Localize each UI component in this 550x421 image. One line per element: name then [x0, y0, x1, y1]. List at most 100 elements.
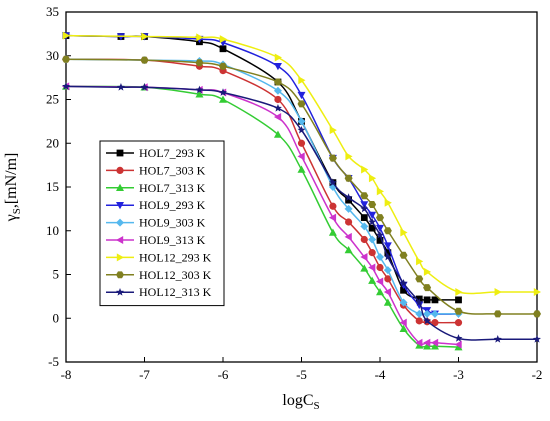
data-point — [376, 214, 384, 222]
data-point — [399, 251, 408, 259]
legend-swatch-marker — [116, 236, 124, 244]
legend-swatch-marker — [116, 271, 124, 279]
legend-label: HOL9_293 K — [139, 198, 206, 212]
data-point — [423, 316, 432, 325]
legend-label: HOL7_303 K — [139, 163, 206, 177]
data-point — [415, 301, 424, 310]
data-point — [329, 126, 337, 135]
data-point — [376, 187, 384, 196]
legend-swatch-marker — [116, 218, 124, 227]
data-point — [273, 104, 282, 112]
data-point — [273, 113, 282, 121]
data-point — [360, 253, 368, 261]
series-8 — [62, 82, 541, 343]
y-axis-title-main: γ — [3, 214, 20, 222]
data-point — [493, 310, 502, 318]
data-point — [383, 298, 392, 306]
x-tick-label: -2 — [532, 367, 543, 382]
data-point — [415, 341, 424, 349]
data-point — [368, 174, 377, 183]
data-point — [383, 266, 392, 275]
series-6 — [62, 31, 541, 296]
data-point — [423, 342, 432, 350]
data-point — [368, 263, 376, 272]
legend-item: HOL12_293 K — [106, 250, 212, 264]
data-point — [368, 211, 377, 219]
series-4 — [62, 55, 463, 318]
data-point — [368, 235, 377, 244]
data-point — [399, 281, 408, 289]
data-point — [368, 224, 376, 232]
data-point — [344, 193, 353, 201]
x-tick-label: -5 — [296, 367, 307, 382]
data-point — [423, 267, 432, 276]
axis-ticks: -8 -7 -6 -5 -4 -3 -2 -5 0 5 10 15 20 25 30 35 — [46, 4, 542, 382]
data-point — [219, 95, 227, 103]
legend-label: HOL7_313 K — [139, 181, 206, 195]
data-point — [454, 334, 463, 342]
data-point — [344, 204, 353, 213]
data-point — [273, 63, 282, 71]
legend-label: HOL9_303 K — [139, 216, 206, 230]
data-point — [274, 53, 282, 62]
data-point — [297, 100, 306, 108]
data-point — [415, 275, 424, 283]
y-tick-label: 5 — [53, 267, 60, 282]
data-point — [400, 286, 407, 294]
data-point — [62, 31, 70, 40]
data-point — [368, 201, 377, 208]
legend-item: HOL7_313 K — [106, 181, 206, 195]
data-point — [62, 55, 70, 63]
y-tick-label: 20 — [46, 135, 59, 150]
data-point — [376, 277, 384, 286]
legend: HOL7_293 K HOL7_303 K HOL7_313 K HOL9_293 K… — [99, 140, 225, 307]
data-point — [383, 242, 392, 250]
legend-label: HOL12_293 K — [139, 250, 212, 264]
legend-label: HOL7_293 K — [139, 146, 206, 160]
data-point — [383, 252, 392, 261]
data-point — [273, 130, 282, 138]
data-point — [368, 276, 377, 284]
y-tick-label: 0 — [53, 310, 60, 325]
data-point — [297, 165, 306, 173]
legend-item: HOL12_303 K — [106, 268, 212, 282]
data-point — [328, 178, 337, 187]
data-point — [415, 317, 423, 325]
data-point — [219, 45, 227, 53]
data-point — [368, 217, 377, 226]
y-tick-label: 25 — [46, 92, 59, 107]
data-point — [493, 335, 502, 343]
data-point — [360, 222, 369, 231]
data-point — [360, 264, 369, 272]
legend-item: HOL9_313 K — [106, 233, 206, 247]
data-point — [423, 284, 432, 292]
legend-item: HOL9_293 K — [106, 198, 206, 212]
data-point — [400, 228, 408, 237]
data-point — [415, 309, 424, 318]
data-point — [297, 91, 306, 100]
data-point — [273, 86, 282, 95]
data-point — [376, 230, 384, 239]
data-point — [384, 275, 392, 283]
legend-item: HOL12_313 K — [106, 285, 212, 299]
data-point — [345, 196, 352, 204]
legend-swatch-marker — [116, 166, 124, 174]
x-tick-label: -8 — [61, 367, 72, 382]
data-point — [494, 288, 502, 296]
data-point — [368, 249, 376, 257]
data-point — [383, 288, 392, 296]
data-point — [415, 298, 424, 306]
data-point — [328, 213, 337, 222]
data-point — [399, 298, 408, 307]
data-point — [195, 85, 204, 94]
data-point — [376, 253, 384, 261]
x-tick-label: -3 — [453, 367, 464, 382]
data-point — [384, 249, 392, 257]
legend-item: HOL7_303 K — [106, 163, 206, 177]
data-point — [328, 154, 337, 162]
data-point — [297, 152, 305, 161]
data-point — [533, 288, 541, 296]
data-point — [376, 288, 384, 296]
data-point — [455, 288, 463, 296]
